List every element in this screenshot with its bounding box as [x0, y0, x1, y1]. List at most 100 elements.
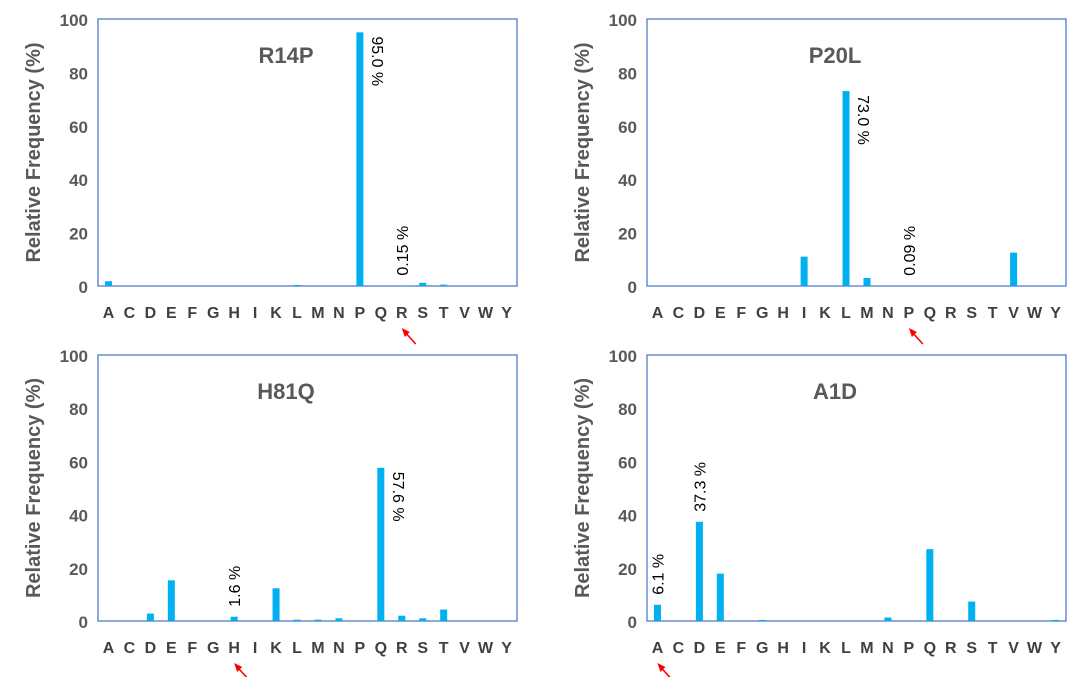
bar-value-label: 95.0 % [368, 36, 385, 86]
x-tick-label: P [904, 640, 915, 657]
bar [377, 467, 385, 621]
x-tick-label: Y [1050, 305, 1061, 322]
x-tick-label: A [652, 305, 664, 322]
x-tick-label: W [478, 305, 494, 322]
bar [230, 616, 238, 621]
y-tick-label: 20 [618, 560, 637, 579]
y-tick-label: 40 [618, 507, 637, 526]
x-tick-label: R [396, 640, 408, 657]
marker-arrow-head [657, 663, 666, 672]
bar [335, 618, 343, 621]
x-tick-label: G [756, 305, 768, 322]
y-tick-label: 20 [69, 560, 88, 579]
x-tick-label: A [652, 640, 664, 657]
x-tick-label: I [802, 640, 806, 657]
bar [863, 277, 871, 286]
bar-value-label: 73.0 % [854, 95, 871, 145]
bar [314, 619, 322, 621]
bar [695, 521, 703, 621]
y-tick-label: 40 [69, 507, 88, 526]
bar [146, 613, 154, 621]
bar [716, 573, 724, 621]
x-tick-label: N [882, 640, 894, 657]
y-tick-label: 60 [69, 453, 88, 472]
x-tick-label: L [292, 640, 302, 657]
x-tick-label: I [802, 305, 806, 322]
x-tick-label: L [841, 640, 851, 657]
marker-arrow-head [234, 663, 243, 672]
x-tick-label: E [166, 640, 177, 657]
x-tick-label: F [736, 640, 746, 657]
x-tick-label: E [715, 640, 726, 657]
y-tick-label: 0 [79, 278, 88, 297]
x-tick-label: Q [375, 305, 387, 322]
x-tick-label: L [841, 305, 851, 322]
plot-frame [97, 18, 518, 287]
bar [293, 619, 301, 621]
x-tick-label: V [1008, 640, 1019, 657]
x-tick-label: P [355, 640, 366, 657]
x-tick-label: N [882, 305, 894, 322]
chart-panel-2: 0 20 40 60 80 100 Relative Frequency (%) P20L A C… [572, 11, 1067, 345]
y-tick-label: 0 [79, 613, 88, 632]
bar [440, 284, 448, 286]
x-tick-label: A [103, 640, 115, 657]
x-tick-label: K [270, 305, 282, 322]
x-tick-label: K [270, 640, 282, 657]
x-tick-label: R [945, 640, 957, 657]
x-tick-label: T [988, 640, 998, 657]
bar [968, 601, 976, 621]
bar [926, 549, 934, 621]
marker-arrow-head [908, 328, 917, 337]
x-tick-label: Q [924, 640, 936, 657]
x-tick-label: K [819, 305, 831, 322]
bar-value-label: 0.09 % [902, 226, 919, 276]
x-tick-label: R [945, 305, 957, 322]
x-tick-label: D [145, 305, 157, 322]
bar-value-label: 57.6 % [389, 472, 406, 522]
x-tick-label: D [145, 640, 157, 657]
plot-frame [646, 18, 1067, 287]
x-tick-label: Q [924, 305, 936, 322]
bar [398, 615, 406, 621]
bar-value-label: 6.1 % [650, 554, 667, 595]
x-tick-label: M [860, 305, 873, 322]
bar-value-label: 0.15 % [395, 226, 412, 276]
x-tick-label: S [417, 640, 428, 657]
x-tick-label: H [228, 640, 240, 657]
x-tick-label: Y [1050, 640, 1061, 657]
y-tick-label: 60 [618, 453, 637, 472]
x-tick-label: C [673, 640, 685, 657]
x-tick-label: H [228, 305, 240, 322]
chart-panel-1: 0 20 40 60 80 100 Relative Frequency (%) R14P A C… [23, 11, 518, 345]
x-tick-label: S [417, 305, 428, 322]
chart-title: A1D [813, 379, 857, 404]
y-tick-label: 80 [618, 64, 637, 83]
x-tick-label: H [777, 305, 789, 322]
y-tick-label: 80 [69, 400, 88, 419]
bar [356, 32, 364, 286]
y-tick-label: 0 [628, 278, 637, 297]
bar [1010, 252, 1018, 286]
x-tick-label: H [777, 640, 789, 657]
x-tick-label: D [694, 640, 706, 657]
bar [293, 284, 301, 286]
y-tick-label: 80 [69, 64, 88, 83]
y-tick-label: 40 [618, 171, 637, 190]
y-tick-label: 100 [60, 11, 88, 30]
y-tick-label: 20 [618, 225, 637, 244]
bar [272, 588, 280, 621]
bar [800, 256, 808, 286]
x-tick-label: W [1027, 305, 1043, 322]
x-tick-label: A [103, 305, 115, 322]
bar [884, 617, 892, 621]
x-tick-label: M [311, 305, 324, 322]
x-tick-label: N [333, 640, 345, 657]
x-tick-label: C [673, 305, 685, 322]
chart-title: P20L [809, 43, 862, 68]
x-tick-label: P [904, 305, 915, 322]
x-tick-label: I [253, 640, 257, 657]
chart-panel-4: 0 20 40 60 80 100 Relative Frequency (%) A1D A C D… [572, 347, 1067, 677]
chart-title: R14P [258, 43, 313, 68]
